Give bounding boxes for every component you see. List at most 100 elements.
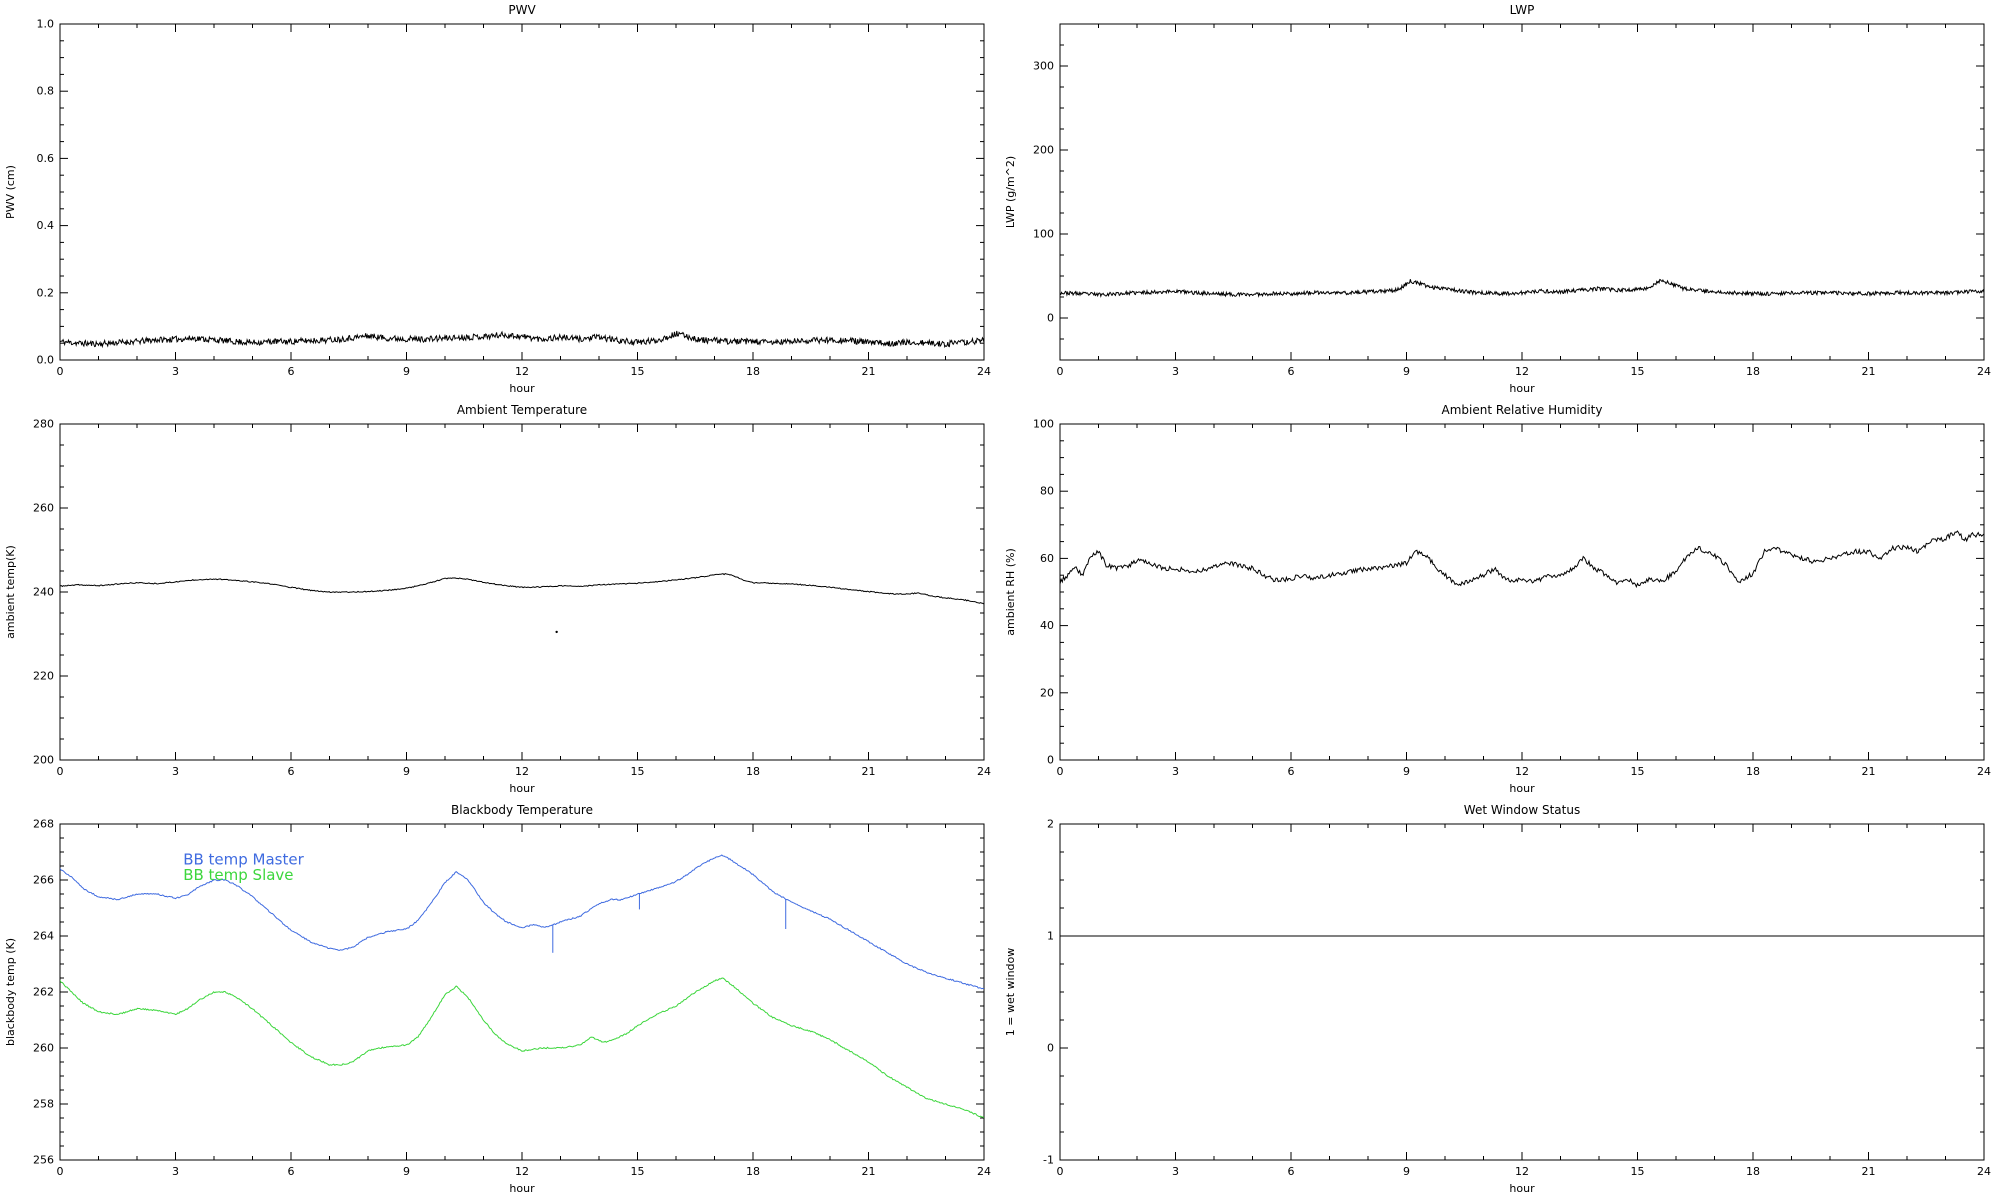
- x-tick-label: 0: [57, 1165, 64, 1178]
- x-tick-label: 18: [746, 1165, 760, 1178]
- chart-lwp: 0 3 6 9 12 15 18 21 24 0 100 200 300 LWP hour LWP (g/m^…: [1000, 0, 2000, 400]
- x-tick-label: 9: [1403, 365, 1410, 378]
- axes-ambient-rh: [1059, 423, 1985, 761]
- series-line-bb-temp-slave: [60, 977, 984, 1118]
- y-tick-label: 0.8: [37, 85, 55, 98]
- x-tick-label: 18: [1746, 765, 1760, 778]
- y-tick-label: 260: [33, 1042, 54, 1055]
- y-tick-label: 0.4: [37, 219, 55, 232]
- chart-pwv: 0 3 6 9 12 15 18 21 24 0.0 0.2 0.4 0.6 0.8 1.0 PWV hour P…: [0, 0, 1000, 400]
- y-tick-label: 268: [33, 818, 54, 831]
- y-tick-label: 200: [33, 754, 54, 767]
- x-tick-label: 18: [1746, 365, 1760, 378]
- x-tick-label: 21: [862, 765, 876, 778]
- y-tick-label: 258: [33, 1098, 54, 1111]
- chart-ambient-relative-humidity: 0 3 6 9 12 15 18 21 24 0 20 40 60 80 100 Ambient Relati…: [1000, 400, 2000, 800]
- chart-title-lwp: LWP: [1510, 3, 1535, 17]
- x-tick-label: 24: [1977, 765, 1991, 778]
- x-tick-label: 0: [1057, 365, 1064, 378]
- x-tick-label: 3: [1172, 765, 1179, 778]
- series-line-pwv: [60, 330, 984, 349]
- y-tick-label: 262: [33, 986, 54, 999]
- x-tick-label: 0: [57, 365, 64, 378]
- x-tick-label: 9: [403, 765, 410, 778]
- chart-title-ambient-rh: Ambient Relative Humidity: [1442, 403, 1603, 417]
- y-tick-label: 200: [1033, 144, 1054, 157]
- axes-wet-window: [1059, 823, 1985, 1161]
- axes-blackbody-temp: [59, 823, 985, 1161]
- x-tick-label: 9: [403, 1165, 410, 1178]
- x-axis-label-wet-window: hour: [1509, 1182, 1535, 1195]
- y-tick-label: 0: [1047, 1042, 1054, 1055]
- x-tick-label: 24: [1977, 1165, 1991, 1178]
- series-group-ambient-temp: [60, 573, 984, 634]
- legend-entry-bb-temp-slave: BB temp Slave: [183, 866, 293, 884]
- outlier-dot: [555, 630, 558, 634]
- x-tick-label: 6: [1288, 1165, 1295, 1178]
- chart-title-wet-window: Wet Window Status: [1464, 803, 1580, 817]
- series-group-lwp: [1060, 278, 1984, 298]
- x-tick-label: 6: [288, 1165, 295, 1178]
- x-tick-label: 21: [1862, 1165, 1876, 1178]
- y-tick-label: 1: [1047, 930, 1054, 943]
- x-tick-label: 21: [862, 1165, 876, 1178]
- x-tick-label: 9: [1403, 765, 1410, 778]
- series-line-lwp: [1060, 278, 1984, 298]
- y-tick-label: 280: [33, 418, 54, 431]
- y-axis-label-blackbody-temp: blackbody temp (K): [4, 938, 17, 1046]
- x-tick-label: 3: [172, 765, 179, 778]
- x-axis-label-lwp: hour: [1509, 382, 1535, 395]
- x-tick-label: 3: [1172, 1165, 1179, 1178]
- x-tick-label: 12: [515, 765, 529, 778]
- y-tick-label: 40: [1040, 619, 1054, 632]
- x-axis-label-pwv: hour: [509, 382, 535, 395]
- x-tick-label: 12: [515, 1165, 529, 1178]
- x-tick-label: 18: [746, 365, 760, 378]
- x-tick-label: 21: [1862, 365, 1876, 378]
- x-tick-label: 0: [1057, 1165, 1064, 1178]
- x-tick-label: 12: [1515, 365, 1529, 378]
- x-axis-label-blackbody-temp: hour: [509, 1182, 535, 1195]
- x-tick-label: 0: [57, 765, 64, 778]
- x-tick-label: 24: [1977, 365, 1991, 378]
- y-tick-label: 2: [1047, 818, 1054, 831]
- y-axis-label-ambient-rh: ambient RH (%): [1004, 548, 1017, 636]
- y-tick-label: 100: [1033, 418, 1054, 431]
- x-tick-label: 9: [1403, 1165, 1410, 1178]
- axes-ambient-temp: [59, 423, 985, 761]
- x-tick-label: 15: [1631, 1165, 1645, 1178]
- y-tick-label: -1: [1043, 1154, 1054, 1167]
- series-line-ambient-temperature: [60, 573, 984, 605]
- x-tick-label: 6: [288, 365, 295, 378]
- y-tick-label: 60: [1040, 552, 1054, 565]
- series-line-ambient-rh: [1060, 530, 1984, 589]
- series-group-pwv: [60, 330, 984, 349]
- y-tick-label: 100: [1033, 228, 1054, 241]
- x-tick-label: 9: [403, 365, 410, 378]
- x-tick-label: 6: [1288, 765, 1295, 778]
- y-axis-label-pwv: PWV (cm): [4, 165, 17, 219]
- y-tick-label: 0.0: [37, 354, 55, 367]
- plot-frame-ambient-temp: [59, 423, 985, 761]
- plot-frame-lwp: [1059, 23, 1985, 361]
- y-tick-label: 0: [1047, 754, 1054, 767]
- x-tick-label: 0: [1057, 765, 1064, 778]
- chart-ambient-temperature: 0 3 6 9 12 15 18 21 24 200 220 240 260 280 Ambient Tem…: [0, 400, 1000, 800]
- x-tick-label: 15: [631, 765, 645, 778]
- plot-ambient-rh: 0 3 6 9 12 15 18 21 24 0 20 40 60 80 100 Ambient Relati…: [1004, 403, 1991, 795]
- y-axis-label-ambient-temp: ambient temp(K): [4, 545, 17, 639]
- x-tick-label: 21: [1862, 765, 1876, 778]
- chart-title-pwv: PWV: [508, 3, 536, 17]
- plot-frame-pwv: [59, 23, 985, 361]
- plot-frame-ambient-rh: [1059, 423, 1985, 761]
- plot-lwp: 0 3 6 9 12 15 18 21 24 0 100 200 300 LWP hour LWP (g/m^…: [1004, 3, 1991, 395]
- y-axis-label-lwp: LWP (g/m^2): [1004, 156, 1017, 228]
- x-tick-label: 24: [977, 765, 991, 778]
- x-tick-label: 24: [977, 1165, 991, 1178]
- y-tick-label: 80: [1040, 485, 1054, 498]
- chart-title-blackbody-temp: Blackbody Temperature: [451, 803, 593, 817]
- x-tick-label: 12: [1515, 1165, 1529, 1178]
- y-tick-label: 0: [1047, 312, 1054, 325]
